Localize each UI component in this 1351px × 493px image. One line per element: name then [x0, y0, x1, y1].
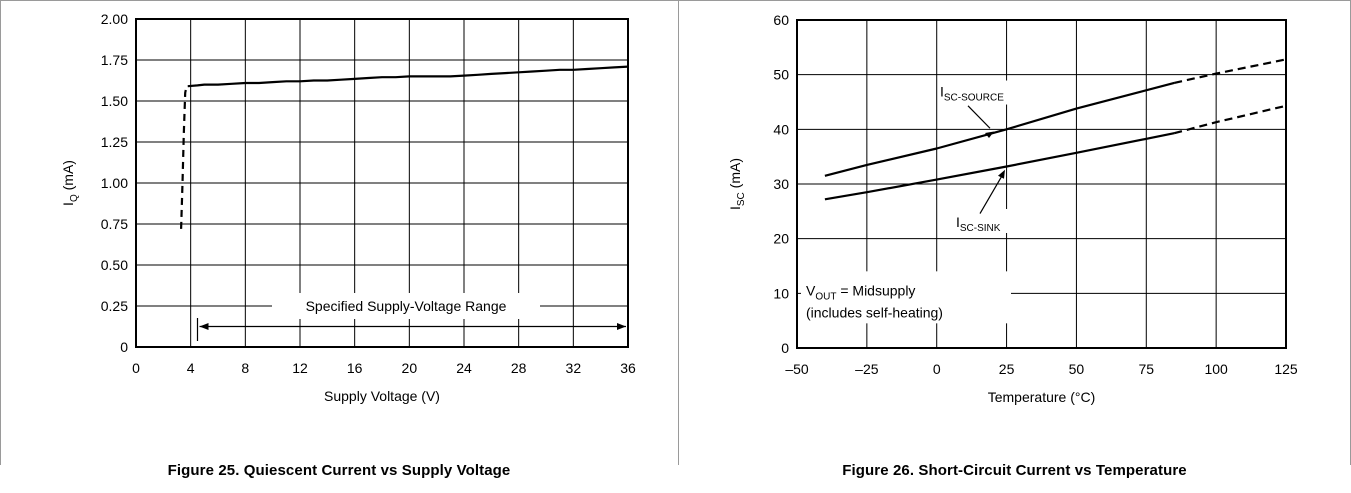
- x-tick-label: 50: [1069, 361, 1085, 377]
- figure-25-caption: Figure 25. Quiescent Current vs Supply V…: [167, 462, 511, 479]
- series-line-solid: [824, 81, 1175, 177]
- x-tick-label: 8: [241, 360, 249, 376]
- y-tick-label: 1.75: [101, 52, 128, 68]
- y-axis-label-group: ISC (mA): [727, 158, 747, 210]
- x-tick-label: –25: [855, 361, 879, 377]
- leader-line-source: [967, 105, 991, 129]
- y-tick-label: 0.75: [101, 216, 128, 232]
- label-background: [954, 209, 1034, 233]
- figure-26-panel: –50 –25 0 25 50 75 100 125 0 10 20 30 40 50 60 Temperat…: [678, 0, 1351, 493]
- plot-frame: [135, 18, 629, 348]
- series-line-solid: [824, 132, 1175, 201]
- range-arrow-head-right: [617, 323, 626, 330]
- label-background: [938, 80, 1030, 105]
- note-line-2: (includes self-heating): [806, 304, 943, 320]
- x-axis-label: Supply Voltage (V): [324, 388, 440, 404]
- x-tick-label: 24: [456, 360, 472, 376]
- series-line-dashed: [1173, 104, 1287, 135]
- y-tick-label: 1.50: [101, 93, 128, 109]
- y-tick-label: 1.25: [101, 134, 128, 150]
- y-axis-label: IQ (mA): [60, 160, 80, 206]
- series-label-source: ISC-SOURCE: [940, 84, 1004, 104]
- y-tick-label: 20: [773, 231, 789, 247]
- y-tick-label: 1.00: [101, 175, 128, 191]
- figure-25-panel: 0 4 8 12 16 20 24 28 32 36 0 0.25 0.50 0.75 1.00 1.25 1.…: [60, 11, 636, 479]
- annotation-background: [272, 293, 540, 319]
- x-tick-label: 100: [1204, 361, 1228, 377]
- x-tick-label: 36: [620, 360, 636, 376]
- y-tick-label: 0: [781, 340, 789, 356]
- x-tick-label: 12: [292, 360, 308, 376]
- series-line-dashed: [180, 85, 188, 229]
- x-tick-label: –50: [785, 361, 809, 377]
- short-circuit-current-chart: –50 –25 0 25 50 75 100 125 0 10 20 30 40 50 60 Temperat…: [727, 12, 1298, 405]
- series-label-sink: ISC-SINK: [956, 214, 1001, 234]
- x-tick-label: 28: [511, 360, 527, 376]
- x-axis-label: Temperature (°C): [988, 389, 1096, 405]
- note-background: [801, 271, 1011, 324]
- x-tick-label: 32: [566, 360, 582, 376]
- y-tick-label: 10: [773, 285, 789, 301]
- annotation-text: Specified Supply-Voltage Range: [306, 298, 507, 314]
- panel-divider: [678, 0, 679, 465]
- y-tick-label: 60: [773, 12, 789, 28]
- x-tick-label: 75: [1138, 361, 1154, 377]
- x-tick-label: 0: [933, 361, 941, 377]
- x-tick-label: 20: [402, 360, 418, 376]
- y-tick-label: 0.50: [101, 257, 128, 273]
- frame-left-border: [0, 0, 1, 465]
- y-tick-label: 2.00: [101, 11, 128, 27]
- leader-arrow-sink: [998, 169, 1005, 179]
- figure-26-caption: Figure 26. Short-Circuit Current vs Temp…: [842, 462, 1187, 479]
- x-tick-label: 16: [347, 360, 363, 376]
- y-tick-label: 0: [120, 339, 128, 355]
- plot-frame: [796, 19, 1287, 349]
- series-line-dashed: [1173, 58, 1287, 84]
- frame-top-border: [0, 0, 1351, 1]
- x-tick-label: 25: [999, 361, 1015, 377]
- range-arrow-head-left: [199, 323, 209, 330]
- x-tick-label: 0: [132, 360, 140, 376]
- y-axis-label-group: IQ (mA): [60, 160, 80, 206]
- series-line-solid: [187, 65, 629, 88]
- y-tick-label: 50: [773, 67, 789, 83]
- y-tick-label: 30: [773, 176, 789, 192]
- y-tick-label: 0.25: [101, 298, 128, 314]
- x-tick-label: 125: [1274, 361, 1298, 377]
- y-axis-label: ISC (mA): [727, 158, 747, 210]
- leader-line-sink: [979, 175, 1003, 214]
- leader-arrow-source: [985, 131, 994, 139]
- note-line-1: VOUT = Midsupply: [806, 282, 915, 302]
- x-tick-label: 4: [187, 360, 195, 376]
- quiescent-current-chart: 0 4 8 12 16 20 24 28 32 36 0 0.25 0.50 0.75 1.00 1.25 1.…: [60, 11, 636, 404]
- y-tick-label: 40: [773, 121, 789, 137]
